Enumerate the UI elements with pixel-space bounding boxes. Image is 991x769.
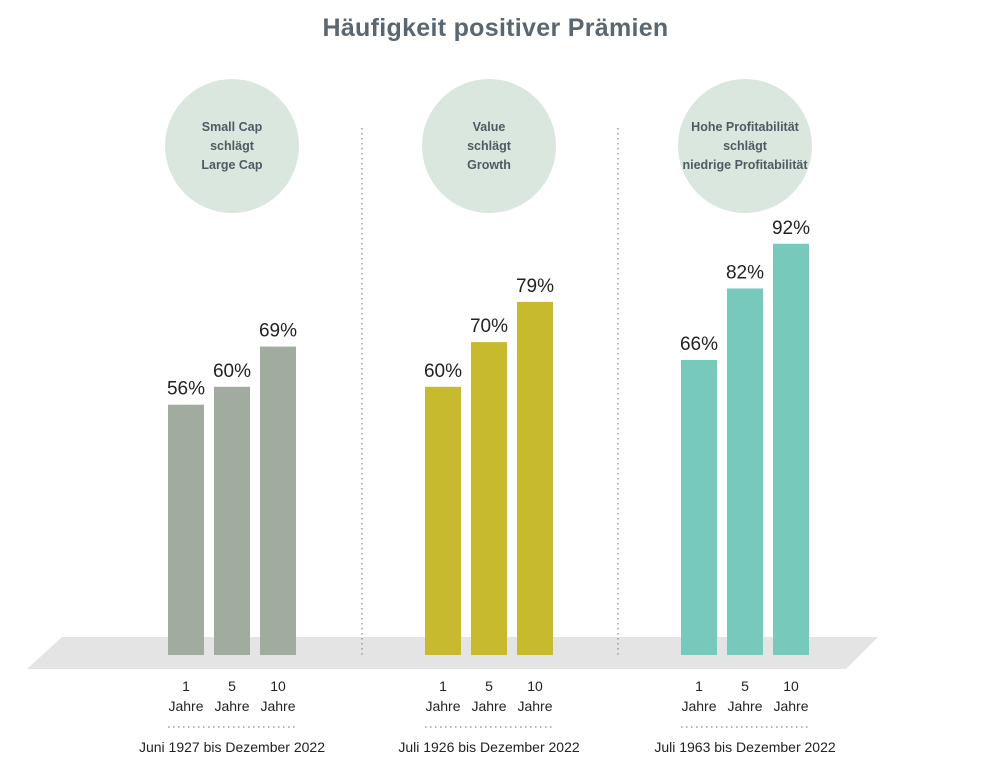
- bar: [214, 386, 250, 655]
- data-label: 92%: [772, 218, 810, 239]
- data-label: 69%: [259, 321, 297, 342]
- tick-label: Jahre: [168, 698, 203, 714]
- data-label: 82%: [726, 262, 764, 283]
- bar: [681, 359, 717, 655]
- period-label: Juni 1927 bis Dezember 2022: [139, 739, 325, 755]
- data-label: 60%: [213, 361, 251, 382]
- panel-title-line: Large Cap: [201, 158, 262, 172]
- bar: [260, 346, 296, 655]
- tick-label: Jahre: [681, 698, 716, 714]
- tick-label: Jahre: [517, 698, 552, 714]
- panel-title-line: niedrige Profitabilität: [682, 158, 808, 172]
- panel-title-line: Hohe Profitabilität: [691, 120, 799, 134]
- data-label: 66%: [680, 334, 718, 355]
- tick-label: 10: [783, 678, 799, 694]
- data-label: 60%: [424, 361, 462, 382]
- tick-label: Jahre: [727, 698, 762, 714]
- chart-panel: Value schlägt Growth 60% 1 Jahre 70% 5 Jahre 79% 1…: [398, 79, 580, 755]
- panel-title-line: Small Cap: [202, 120, 263, 134]
- panel-title-line: Growth: [467, 158, 511, 172]
- chart-panels: Small Cap schlägt Large Cap 56% 1 Jahre 60% 5 Ja…: [139, 79, 836, 755]
- tick-label: Jahre: [425, 698, 460, 714]
- chart-title: Häufigkeit positiver Prämien: [322, 14, 669, 42]
- bar: [168, 404, 204, 655]
- tick-label: 5: [741, 678, 749, 694]
- panel-title-line: Value: [473, 120, 506, 134]
- tick-label: 10: [527, 678, 543, 694]
- bar: [425, 386, 461, 655]
- chart-panel: Small Cap schlägt Large Cap 56% 1 Jahre 60% 5 Ja…: [139, 79, 325, 755]
- data-label: 56%: [167, 379, 205, 400]
- tick-label: 1: [182, 678, 190, 694]
- tick-label: Jahre: [773, 698, 808, 714]
- panel-title-line: schlägt: [210, 139, 255, 153]
- tick-label: Jahre: [214, 698, 249, 714]
- bar: [727, 288, 763, 655]
- tick-label: 1: [695, 678, 703, 694]
- chart-panel: Hohe Profitabilität schlägt niedrige Profi…: [654, 79, 836, 755]
- bar: [471, 342, 507, 655]
- data-label: 79%: [516, 276, 554, 297]
- tick-label: 10: [270, 678, 286, 694]
- tick-label: 5: [228, 678, 236, 694]
- panel-title-line: schlägt: [467, 139, 512, 153]
- bar: [517, 301, 553, 655]
- data-label: 70%: [470, 316, 508, 337]
- tick-label: Jahre: [471, 698, 506, 714]
- tick-label: 5: [485, 678, 493, 694]
- tick-label: Jahre: [260, 698, 295, 714]
- panel-title-bubble: [165, 79, 299, 213]
- panel-title-bubble: [422, 79, 556, 213]
- period-label: Juli 1963 bis Dezember 2022: [654, 739, 836, 755]
- bar: [773, 243, 809, 655]
- period-label: Juli 1926 bis Dezember 2022: [398, 739, 580, 755]
- tick-label: 1: [439, 678, 447, 694]
- panel-title-bubble: [678, 79, 812, 213]
- panel-title-line: schlägt: [723, 139, 768, 153]
